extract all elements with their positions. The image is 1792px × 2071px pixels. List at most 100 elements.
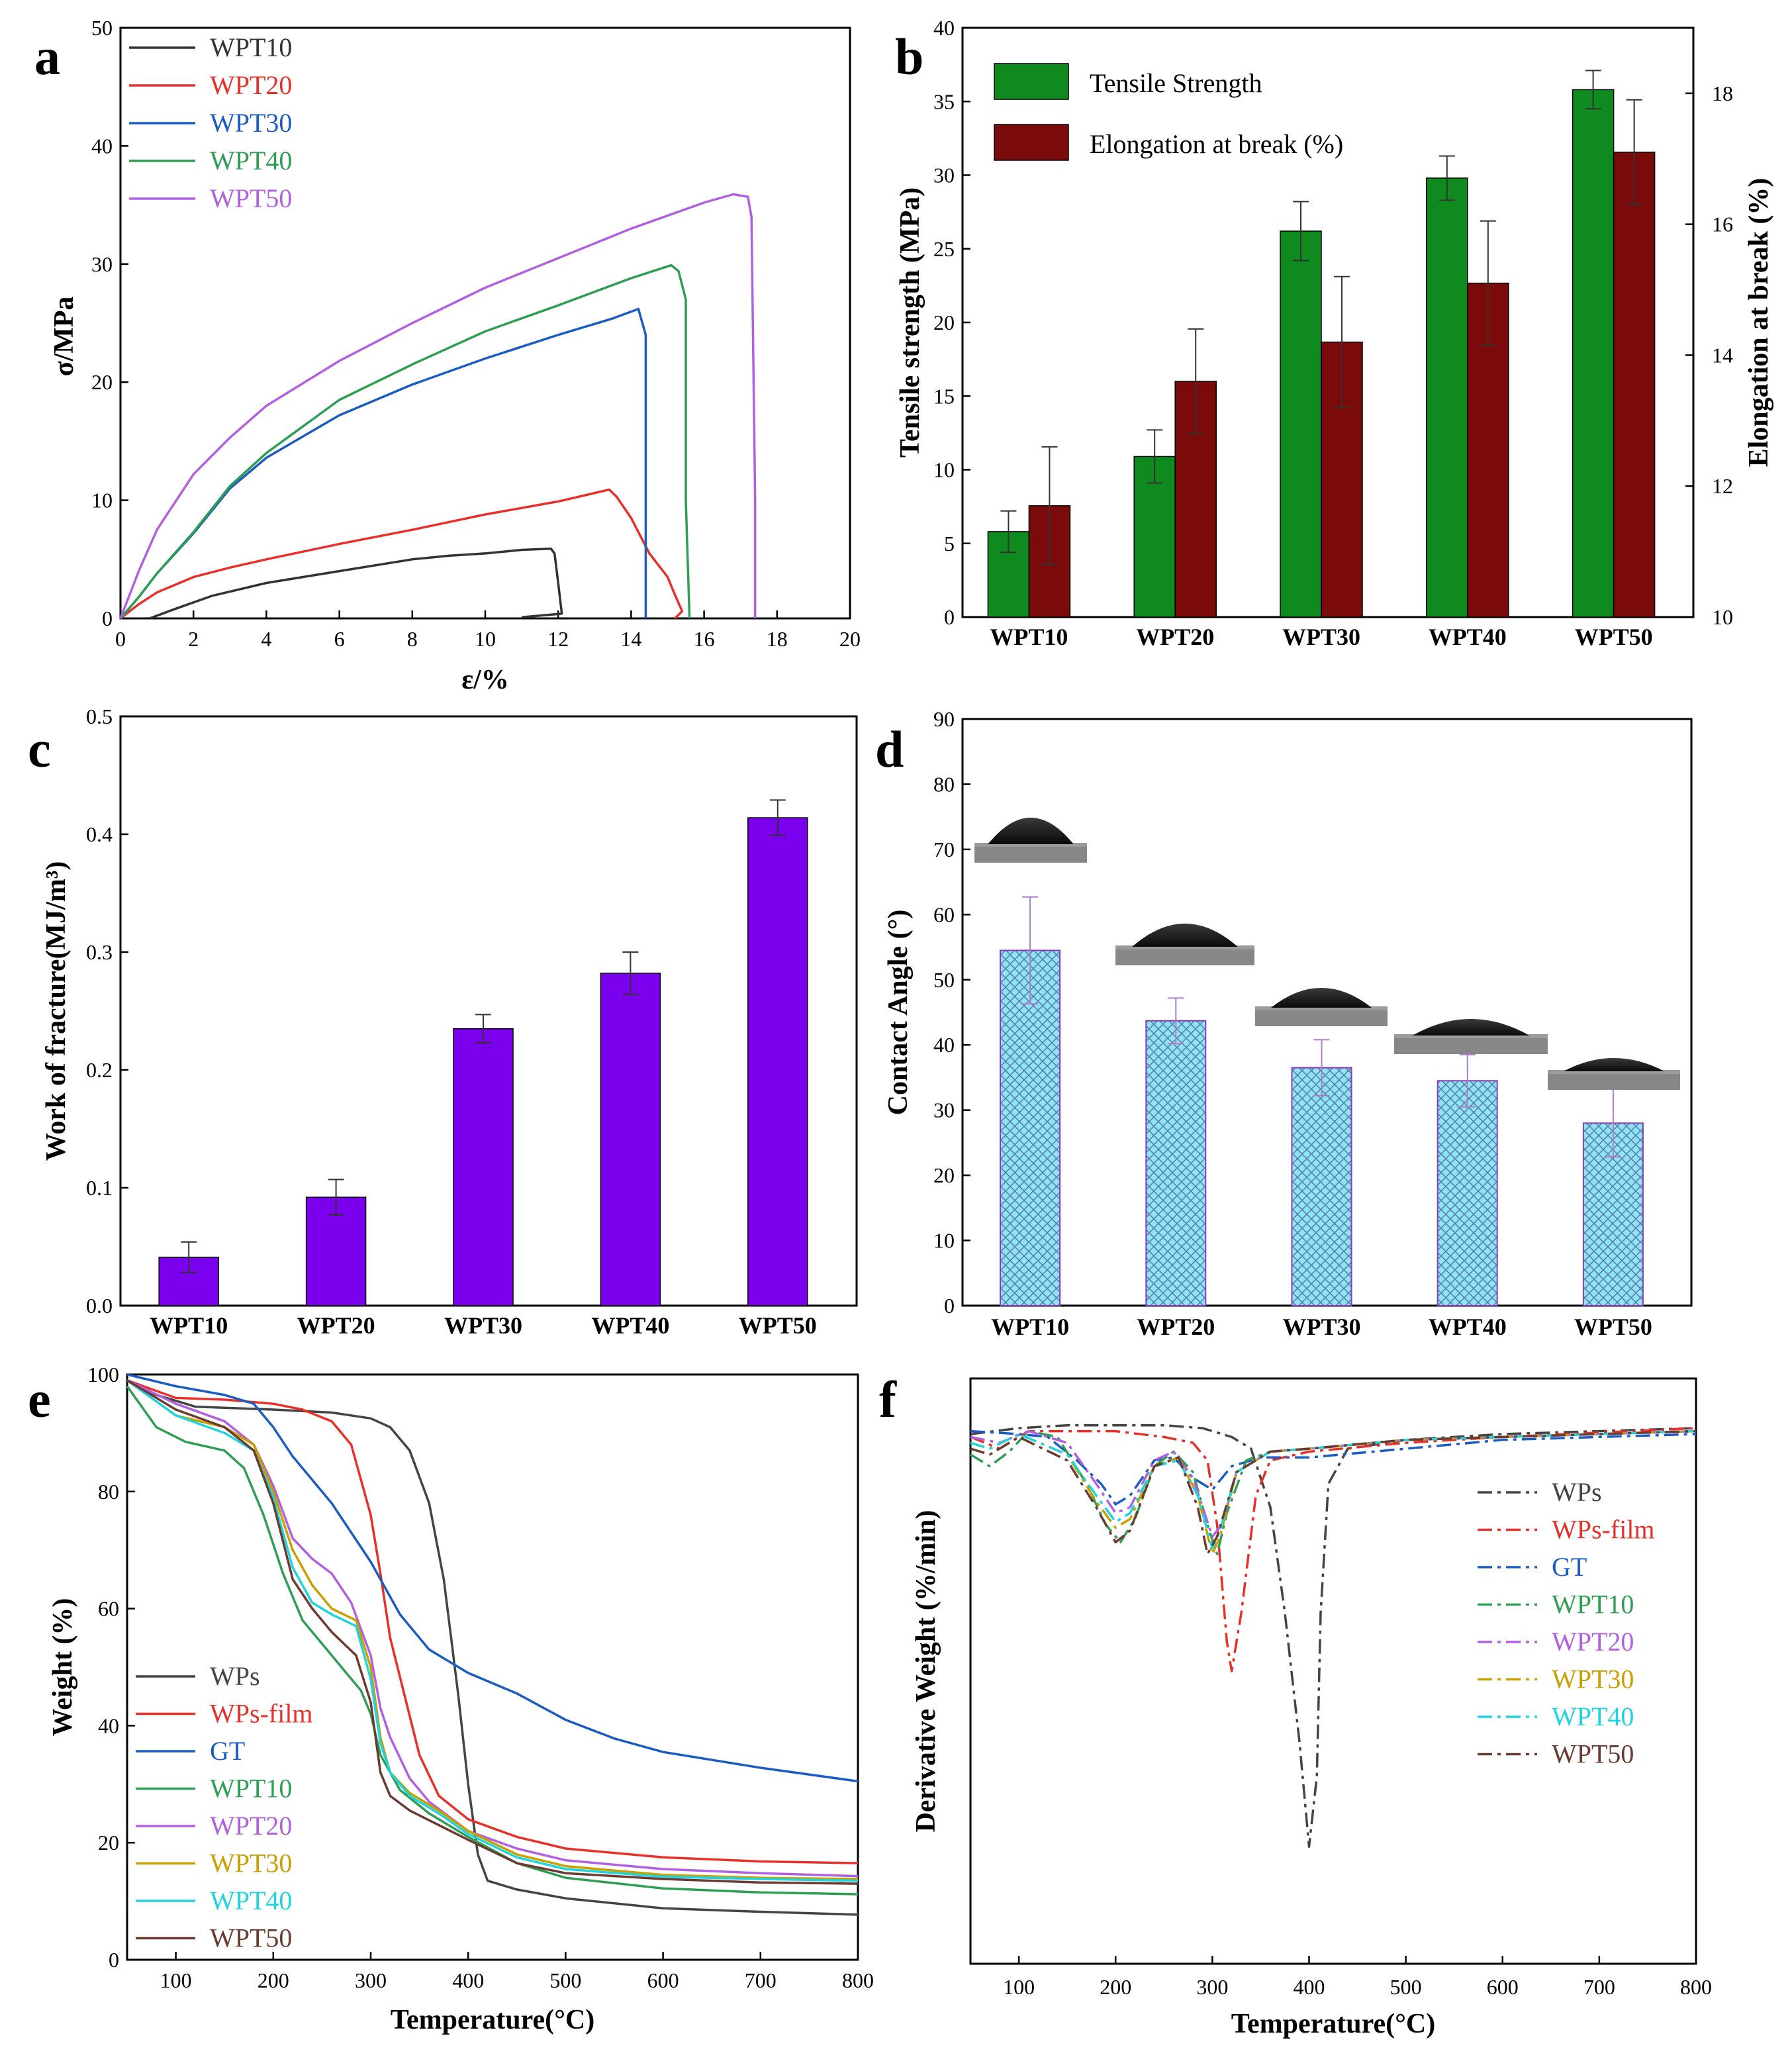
y-tick-label: 30 (933, 164, 955, 187)
panel-b-tensile-elongation: 0 5 10 15 20 25 30 35 40 10 12 14 16 18 WPT10 WPT20 WPT3… (895, 16, 1774, 650)
y-tick-label: 35 (933, 89, 955, 113)
legend-label-WPT30: WPT30 (210, 1849, 292, 1878)
series-line-WPT30 (119, 307, 647, 620)
legend-label-WPT20: WPT20 (210, 1811, 292, 1841)
x-tick-label: 200 (1100, 1975, 1131, 1999)
droplet-photo-WPT10 (974, 818, 1087, 863)
category-label: WPT20 (297, 1312, 375, 1339)
category-label: WPT10 (990, 624, 1068, 650)
y2-tick-label: 16 (1712, 213, 1733, 236)
y-tick-label: 80 (933, 772, 955, 796)
x-tick-label: 700 (1583, 1975, 1615, 1999)
x-tick-label: 800 (842, 1968, 874, 1992)
y-tick-label: 20 (98, 1831, 119, 1854)
series-line-WPT40 (970, 1429, 1697, 1550)
y-tick-label: 25 (933, 237, 955, 261)
plot-frame (969, 1377, 1697, 1965)
x-tick-label: 100 (160, 1968, 192, 1992)
y-axis-label: Contact Angle (°) (883, 910, 914, 1116)
panel-d-contact-angle: 0 10 20 30 40 50 60 70 80 90 WPT10 WPT20 WPT30 WPT40 W… (883, 707, 1693, 1340)
x-tick-label: 8 (407, 627, 418, 651)
legend-label-Tensile Strength: Tensile Strength (1090, 68, 1262, 98)
y-tick-label: 0.0 (86, 1294, 113, 1318)
droplet-substrate-shade (1394, 1038, 1548, 1054)
legend-label-GT: GT (1552, 1552, 1587, 1582)
x-tick-label: 100 (1003, 1975, 1035, 1999)
y-tick-label: 100 (87, 1363, 119, 1386)
legend-label-WPT30: WPT30 (210, 108, 292, 138)
y-tick-label: 0.3 (86, 940, 113, 964)
droplet (988, 818, 1074, 844)
panel-e-tga: 100 200 300 400 500 600 700 800 0 20 40 60 80 100 WPs W… (48, 1363, 874, 2035)
droplet-photo-WPT50 (1548, 1058, 1680, 1090)
y-axis-label: Tensile strength (MPa) (895, 187, 925, 458)
legend-label-WPT50: WPT50 (210, 1923, 292, 1953)
panel-label-e: e (28, 1371, 51, 1428)
series-line-WPT30 (126, 1379, 859, 1880)
series-line-WPT20 (119, 488, 684, 620)
legend-swatch-Tensile Strength (994, 63, 1069, 100)
x-tick-label: 500 (549, 1968, 581, 1992)
series-line-WPs (126, 1379, 859, 1916)
y-tick-label: 60 (933, 902, 955, 926)
y2-tick-label: 12 (1712, 474, 1733, 498)
series-line-WPs (970, 1423, 1697, 1848)
y-tick-label: 40 (98, 1713, 119, 1737)
category-label: WPT30 (444, 1312, 522, 1339)
y2-tick-label: 10 (1712, 605, 1733, 629)
legend-label-WPT40: WPT40 (210, 1886, 292, 1915)
droplet-photo-WPT20 (1115, 924, 1254, 965)
legend-label-WPs-film: WPs-film (210, 1699, 313, 1729)
y-tick-label: 30 (933, 1098, 955, 1122)
category-label: WPT40 (1429, 1314, 1507, 1340)
panel-label-d: d (875, 720, 904, 778)
x-tick-label: 400 (1293, 1975, 1325, 1999)
y-tick-label: 15 (933, 384, 955, 408)
x-tick-label: 10 (475, 627, 496, 651)
series-line-WPT10 (149, 547, 563, 620)
x-tick-label: 200 (258, 1968, 289, 1992)
legend-label-Elongation at break (%): Elongation at break (%) (1090, 129, 1343, 159)
series-line-WPT10 (126, 1385, 859, 1896)
x-tick-label: 300 (355, 1968, 387, 1992)
category-label: WPT40 (591, 1312, 669, 1339)
y-tick-label: 50 (91, 16, 113, 40)
y-axis-label: Derivative Weight (%/min) (911, 1510, 941, 1833)
legend-label-WPs: WPs (210, 1661, 260, 1691)
series-line-WPs-film (126, 1379, 859, 1864)
legend-label-WPT20: WPT20 (210, 70, 292, 100)
droplet (1132, 924, 1238, 947)
legend-label-WPT50: WPT50 (1552, 1739, 1634, 1769)
x-tick-label: 600 (1487, 1975, 1519, 1999)
bar-WPT30 (1291, 1067, 1352, 1306)
panel-a-stress-strain: 0 2 4 6 8 10 12 14 16 18 20 0 10 20 30 40 50 WPT10 WPT20 WP… (49, 16, 861, 695)
droplet-substrate-shade (1548, 1074, 1680, 1090)
y-tick-label: 0.2 (86, 1058, 113, 1082)
x-tick-label: 6 (334, 627, 345, 651)
x-tick-label: 16 (694, 627, 715, 651)
legend-label-WPT50: WPT50 (210, 183, 292, 213)
series-line-WPT50 (970, 1429, 1697, 1555)
y-tick-label: 0.4 (86, 822, 113, 846)
bar-WPT30 (453, 1028, 514, 1306)
legend-label-WPT10: WPT10 (210, 32, 292, 62)
legend-swatch-Elongation at break (%) (994, 124, 1069, 161)
bar-WPT50 (747, 817, 808, 1306)
y-tick-label: 60 (98, 1597, 119, 1621)
bar-WPT40 (600, 973, 661, 1306)
legend-label-WPT10: WPT10 (210, 1774, 292, 1804)
x-tick-label: 700 (745, 1968, 777, 1992)
y-tick-label: 20 (933, 1163, 955, 1187)
y-tick-label: 10 (933, 1229, 955, 1253)
bar-WPT40 (1437, 1080, 1498, 1307)
legend-label-WPT10: WPT10 (1552, 1590, 1634, 1619)
x-tick-label: 12 (547, 627, 569, 651)
droplet (1564, 1058, 1664, 1071)
panel-c-work-of-fracture: 0.0 0.1 0.2 0.3 0.4 0.5 WPT10 WPT20 WPT30 WPT40 WP… (41, 704, 858, 1339)
series-line-WPT50 (126, 1379, 859, 1885)
y-tick-label: 10 (91, 489, 113, 512)
category-label: WPT50 (739, 1312, 817, 1339)
bar-tensile-WPT40 (1426, 177, 1468, 618)
y-tick-label: 0 (944, 605, 955, 629)
